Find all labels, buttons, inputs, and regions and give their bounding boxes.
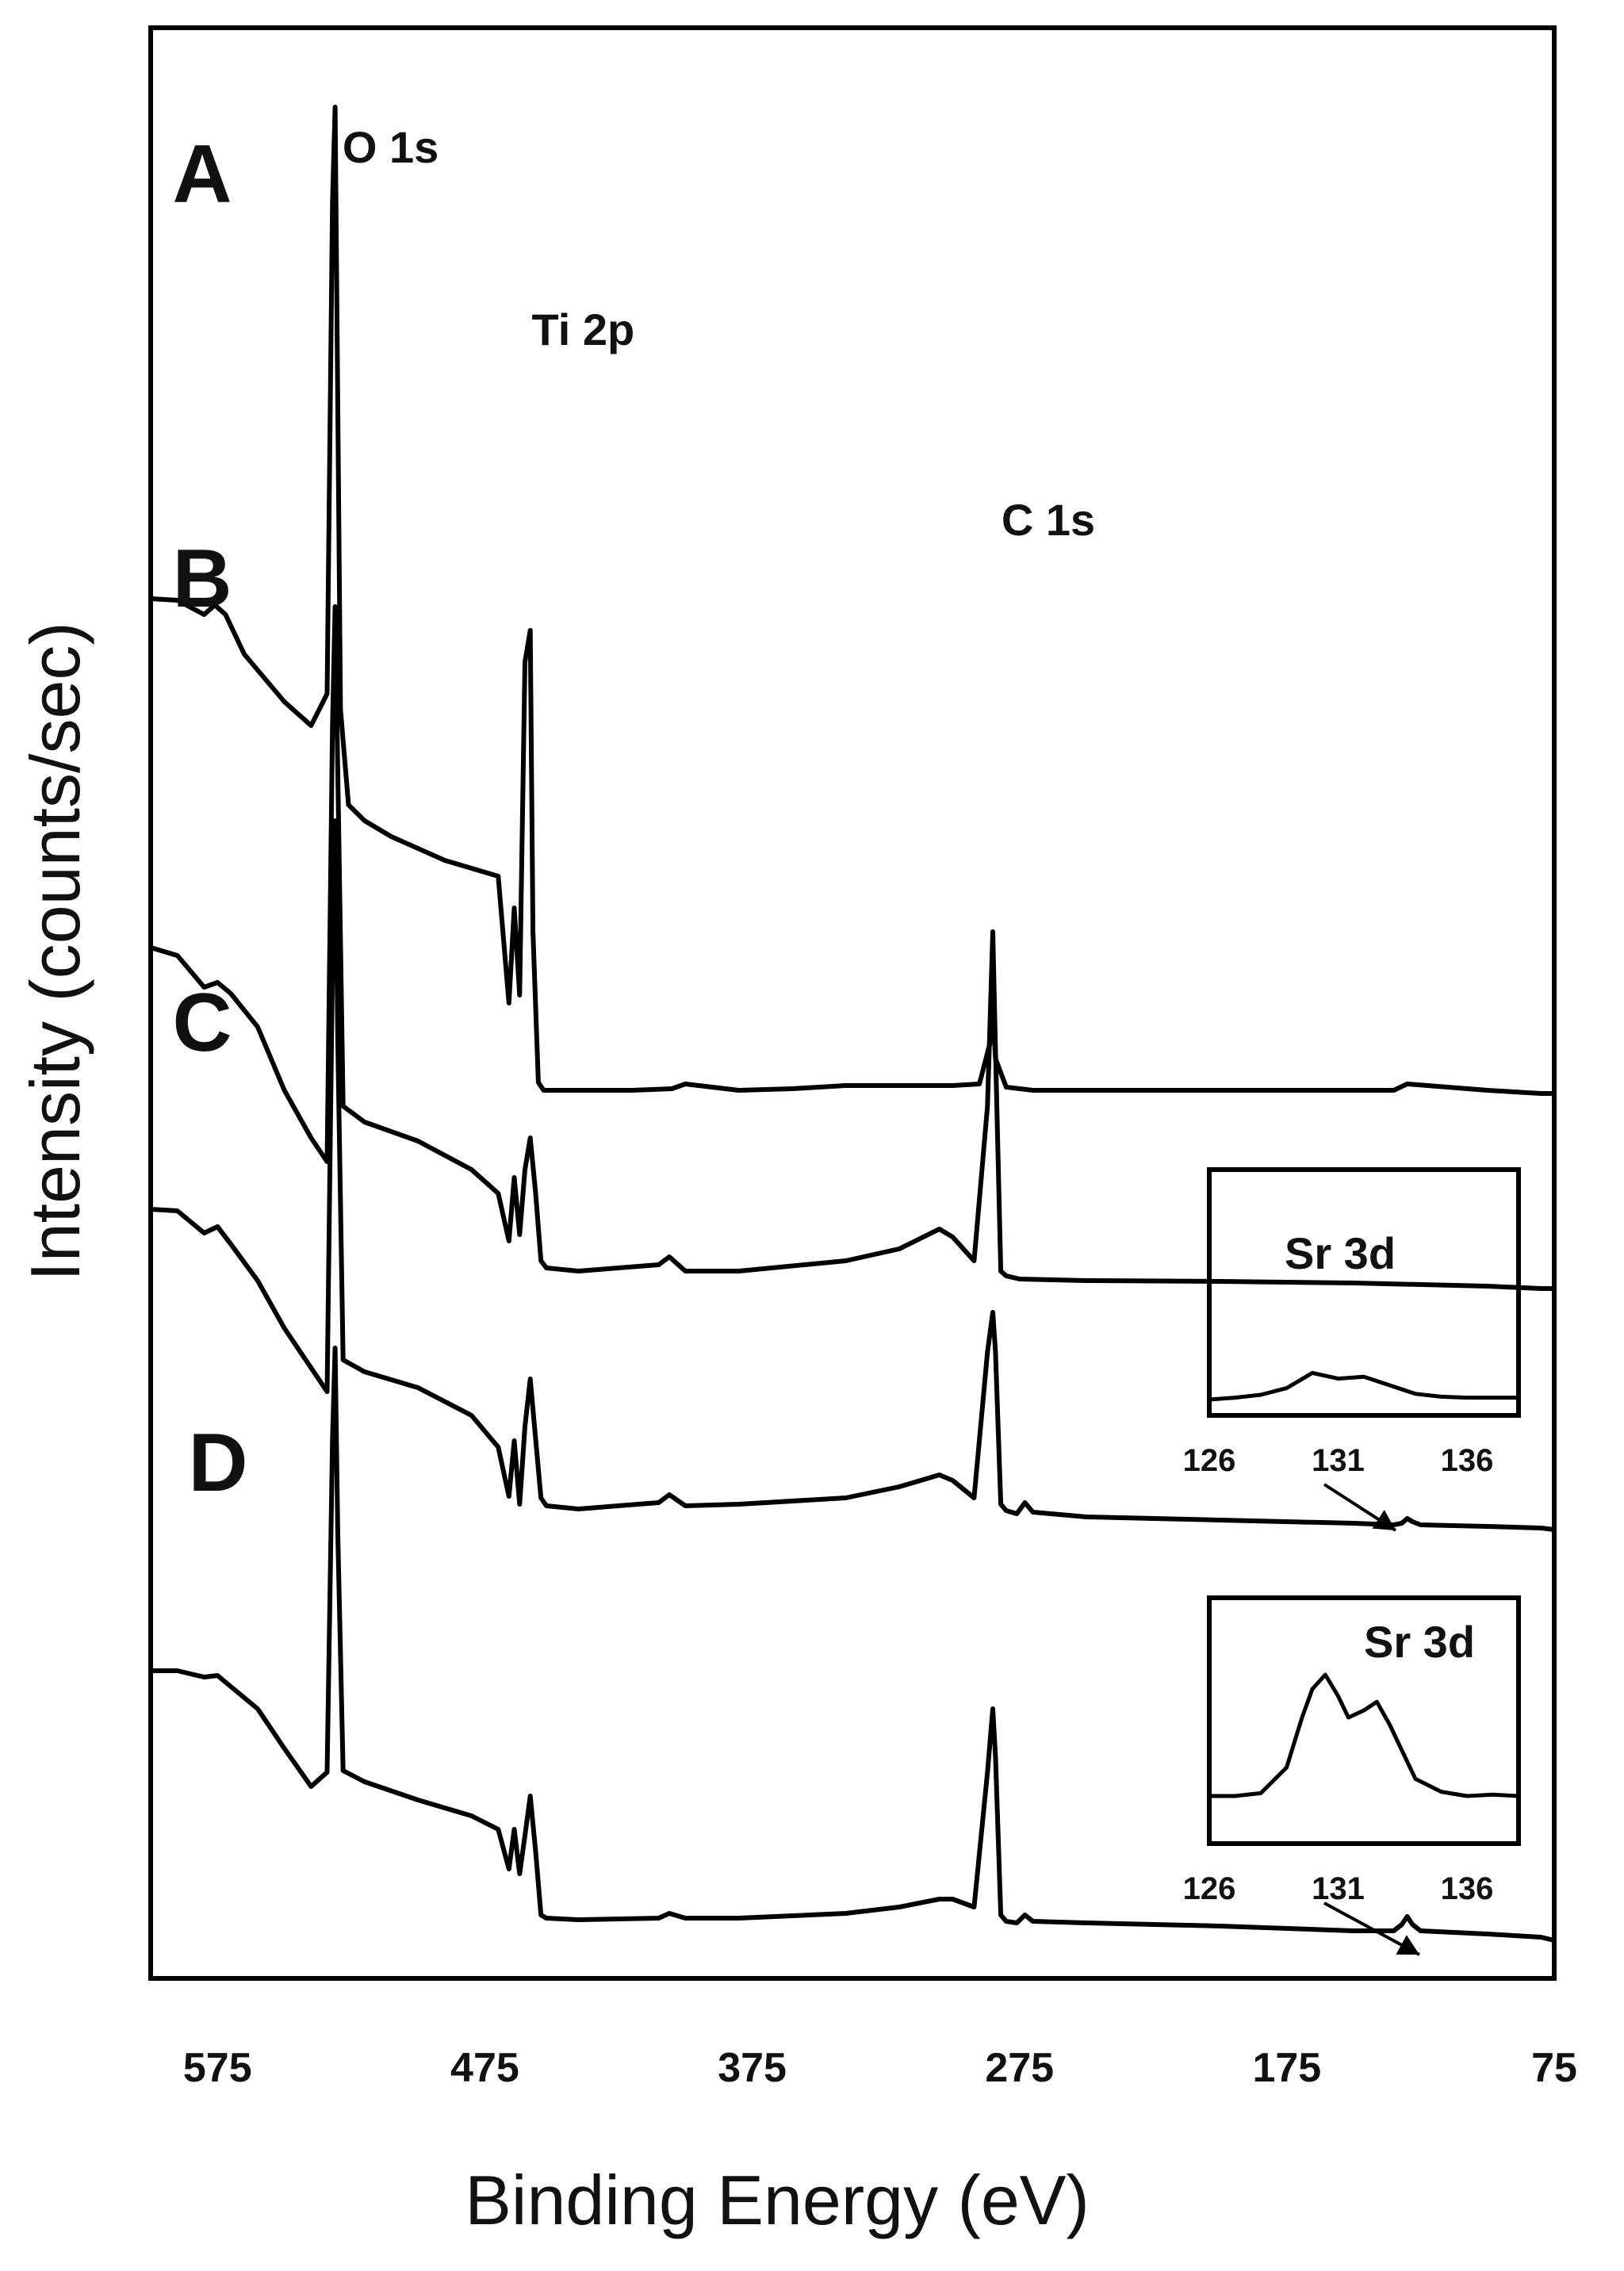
inset-2: Sr 3d 126 131 136 xyxy=(1183,1595,1521,1956)
inset-1: Sr 3d 126 131 136 xyxy=(1183,1167,1521,1532)
inset-tick-label: 126 xyxy=(1183,1443,1236,1478)
inset-arrow-head xyxy=(1372,1510,1396,1530)
x-tick-label: 175 xyxy=(1252,2045,1321,2091)
panel-label-d: D xyxy=(188,1417,247,1509)
panel-label-c: C xyxy=(172,977,232,1069)
panel-label-b: B xyxy=(172,533,232,625)
inset-tick-label: 136 xyxy=(1441,1443,1494,1478)
x-tick-label: 475 xyxy=(450,2045,519,2091)
inset-frame xyxy=(1207,1167,1521,1418)
inset-series-line xyxy=(1209,1672,1519,1798)
peak-label: Ti 2p xyxy=(532,304,635,354)
series-line-b xyxy=(148,604,1557,1291)
x-tick-label: 275 xyxy=(985,2045,1054,2091)
inset-title: Sr 3d xyxy=(1285,1228,1396,1278)
x-tick-label: 375 xyxy=(718,2045,787,2091)
y-axis-title: Intensity (counts/sec) xyxy=(16,622,94,1281)
inset-series-line xyxy=(1208,1370,1519,1402)
plot-layer: 575 475 375 275 175 75 A B C D O 1s Ti 2p C 1s Sr 3d 1… xyxy=(148,25,1577,2091)
inset-tick-label: 131 xyxy=(1312,1871,1365,1906)
series-line-a xyxy=(148,105,1557,1096)
inset-tick-label: 136 xyxy=(1441,1871,1494,1906)
inset-arrow-head xyxy=(1396,1935,1419,1955)
series-line-c xyxy=(148,818,1557,1532)
inset-frame xyxy=(1207,1595,1521,1846)
x-tick-label: 75 xyxy=(1531,2045,1577,2091)
peak-label: O 1s xyxy=(343,122,439,172)
inset-tick-label: 126 xyxy=(1183,1871,1236,1906)
inset-title: Sr 3d xyxy=(1364,1617,1475,1667)
plot-frame xyxy=(148,25,1557,1981)
peak-label: C 1s xyxy=(1002,495,1095,545)
series-line-d xyxy=(148,1346,1557,1943)
inset-tick-label: 131 xyxy=(1312,1443,1365,1478)
x-axis-title: Binding Energy (eV) xyxy=(465,2161,1090,2239)
panel-label-a: A xyxy=(172,128,232,220)
x-tick-label: 575 xyxy=(183,2045,252,2091)
